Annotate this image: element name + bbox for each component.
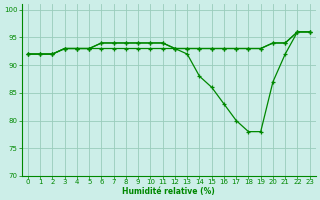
X-axis label: Humidité relative (%): Humidité relative (%) bbox=[123, 187, 215, 196]
